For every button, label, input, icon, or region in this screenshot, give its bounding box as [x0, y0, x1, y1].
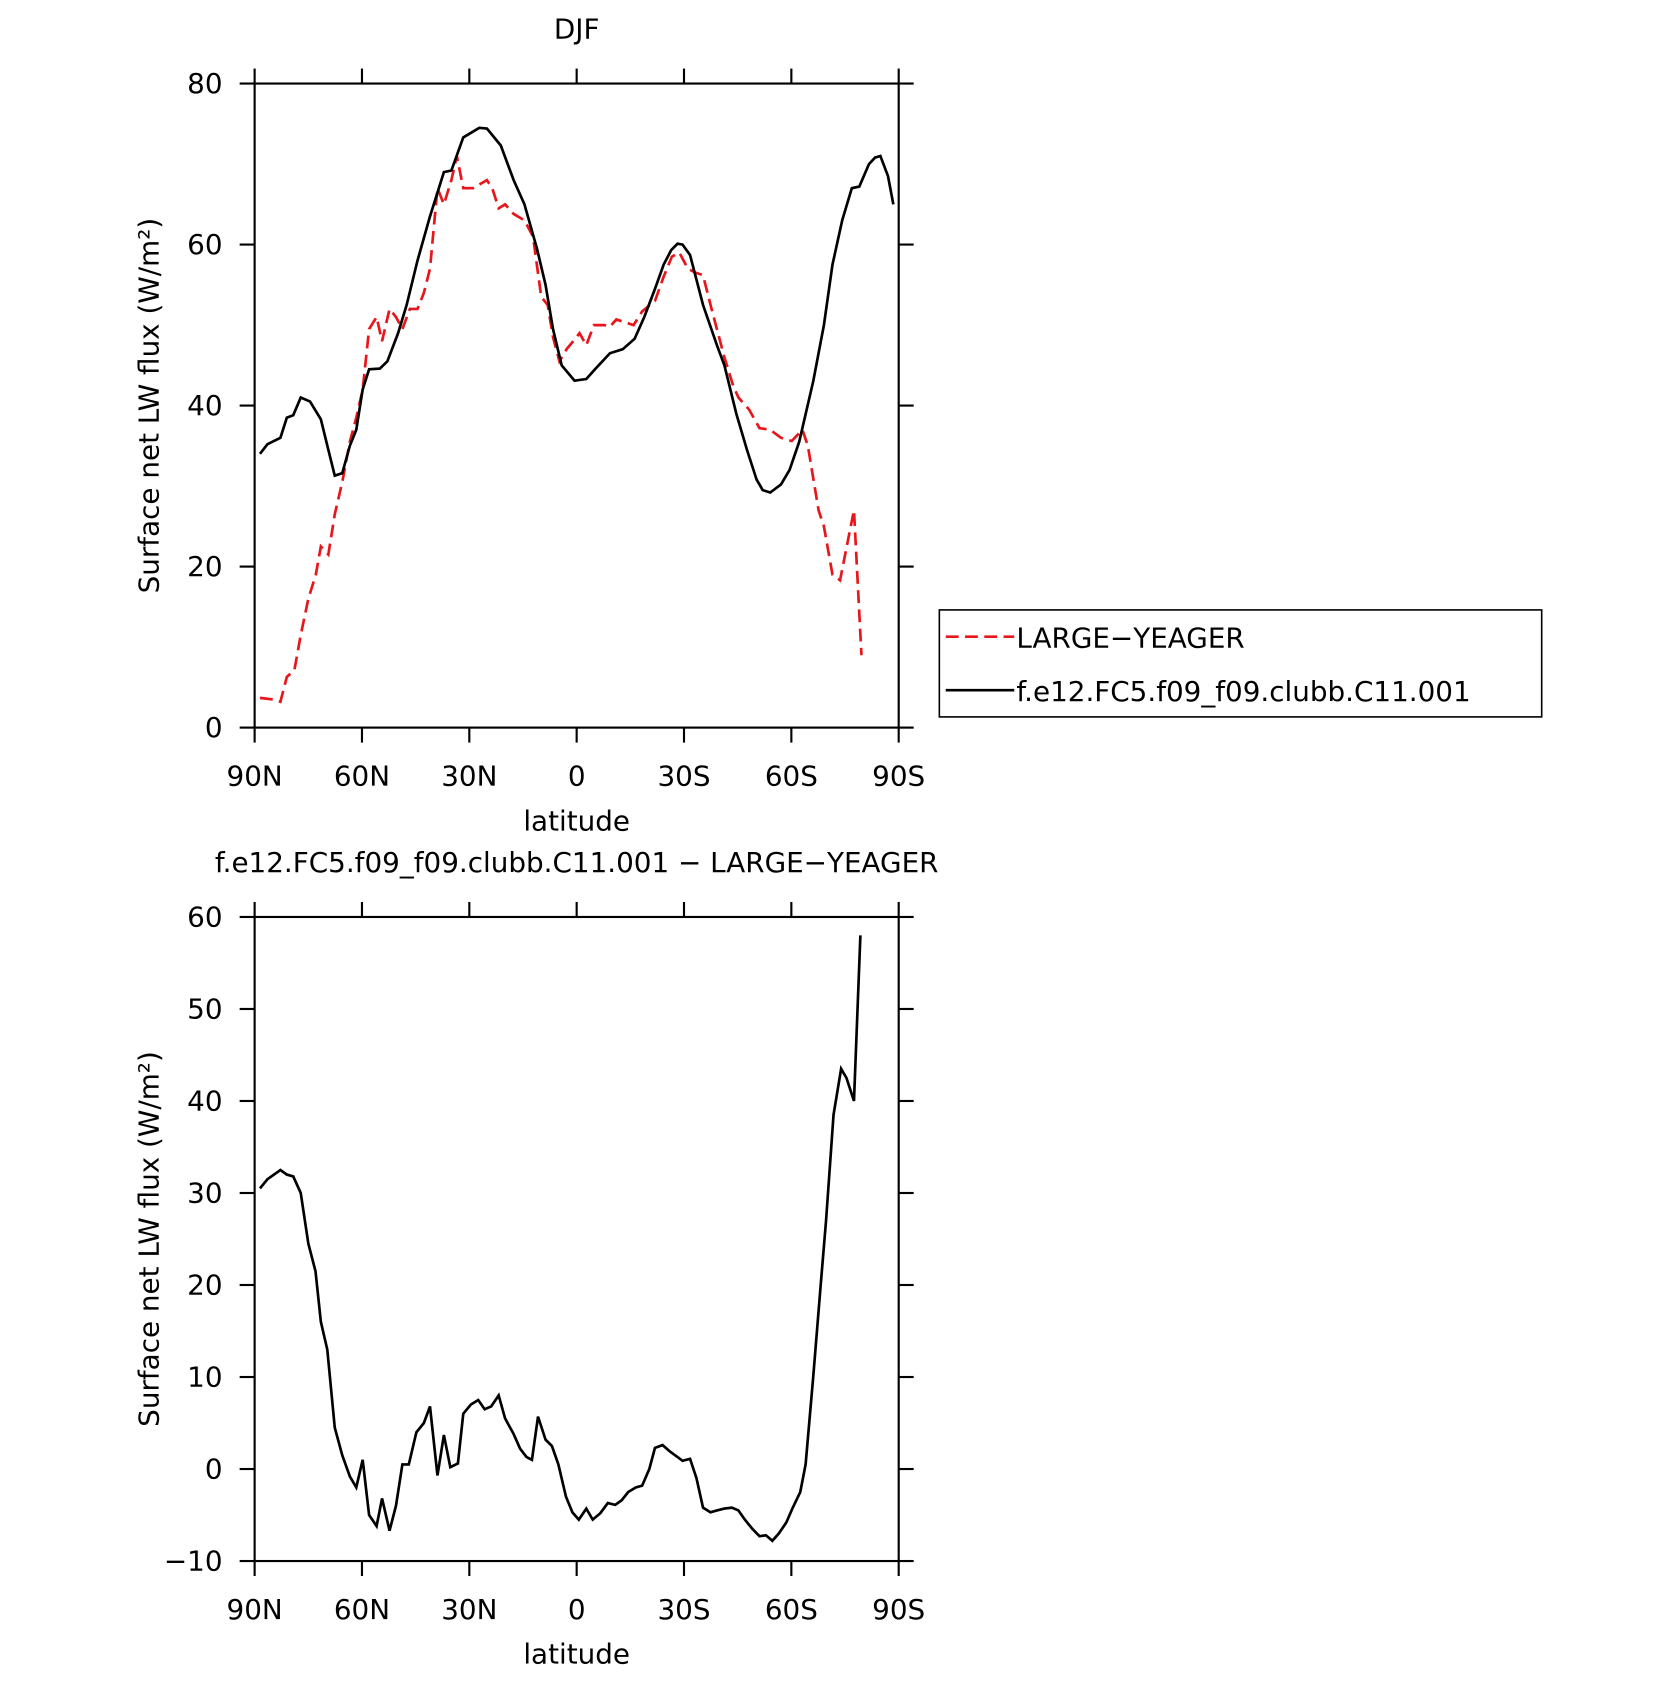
x-tick-label: 30N: [441, 759, 497, 792]
x-tick-label: 30S: [657, 1593, 710, 1626]
y-tick-label: −10: [164, 1545, 223, 1578]
x-tick-label: 90N: [227, 1593, 283, 1626]
y-tick-label: 40: [187, 1085, 222, 1118]
x-tick-label: 90N: [227, 759, 283, 792]
legend-box: [938, 609, 1543, 718]
plot-frame: [253, 915, 900, 1563]
y-tick-label: 80: [187, 67, 222, 100]
x-tick-label: 0: [568, 759, 586, 792]
x-tick-label: 60N: [334, 1593, 390, 1626]
legend-label: LARGE−YEAGER: [1016, 621, 1244, 654]
plot-frame: [253, 82, 900, 729]
y-tick-label: 60: [187, 228, 222, 261]
data-line: [259, 155, 863, 704]
chart-title: f.e12.FC5.f09_f09.clubb.C11.001 − LARGE−…: [215, 846, 939, 879]
y-axis-label: Surface net LW flux (W/m²): [132, 1051, 165, 1427]
y-tick-label: 0: [205, 711, 223, 744]
x-tick-label: 90S: [872, 759, 925, 792]
y-tick-label: 40: [187, 389, 222, 422]
x-tick-label: 30N: [441, 1593, 497, 1626]
x-axis-label: latitude: [523, 804, 630, 837]
y-axis-label: Surface net LW flux (W/m²): [132, 218, 165, 594]
data-line: [258, 126, 895, 495]
y-tick-label: 20: [187, 550, 222, 583]
x-tick-label: 60N: [334, 759, 390, 792]
x-axis-label: latitude: [523, 1638, 630, 1671]
x-tick-label: 60S: [765, 759, 818, 792]
x-tick-label: 60S: [765, 1593, 818, 1626]
x-tick-label: 30S: [657, 759, 710, 792]
chart-title: DJF: [554, 13, 600, 46]
y-tick-label: 50: [187, 993, 222, 1026]
x-tick-label: 0: [568, 1593, 586, 1626]
data-line: [258, 935, 862, 1543]
y-tick-label: 60: [187, 901, 222, 934]
x-tick-label: 90S: [872, 1593, 925, 1626]
y-tick-label: 30: [187, 1177, 222, 1210]
y-tick-label: 10: [187, 1361, 222, 1394]
legend-label: f.e12.FC5.f09_f09.clubb.C11.001: [1016, 675, 1470, 708]
y-tick-label: 0: [205, 1453, 223, 1486]
y-tick-label: 20: [187, 1269, 222, 1302]
